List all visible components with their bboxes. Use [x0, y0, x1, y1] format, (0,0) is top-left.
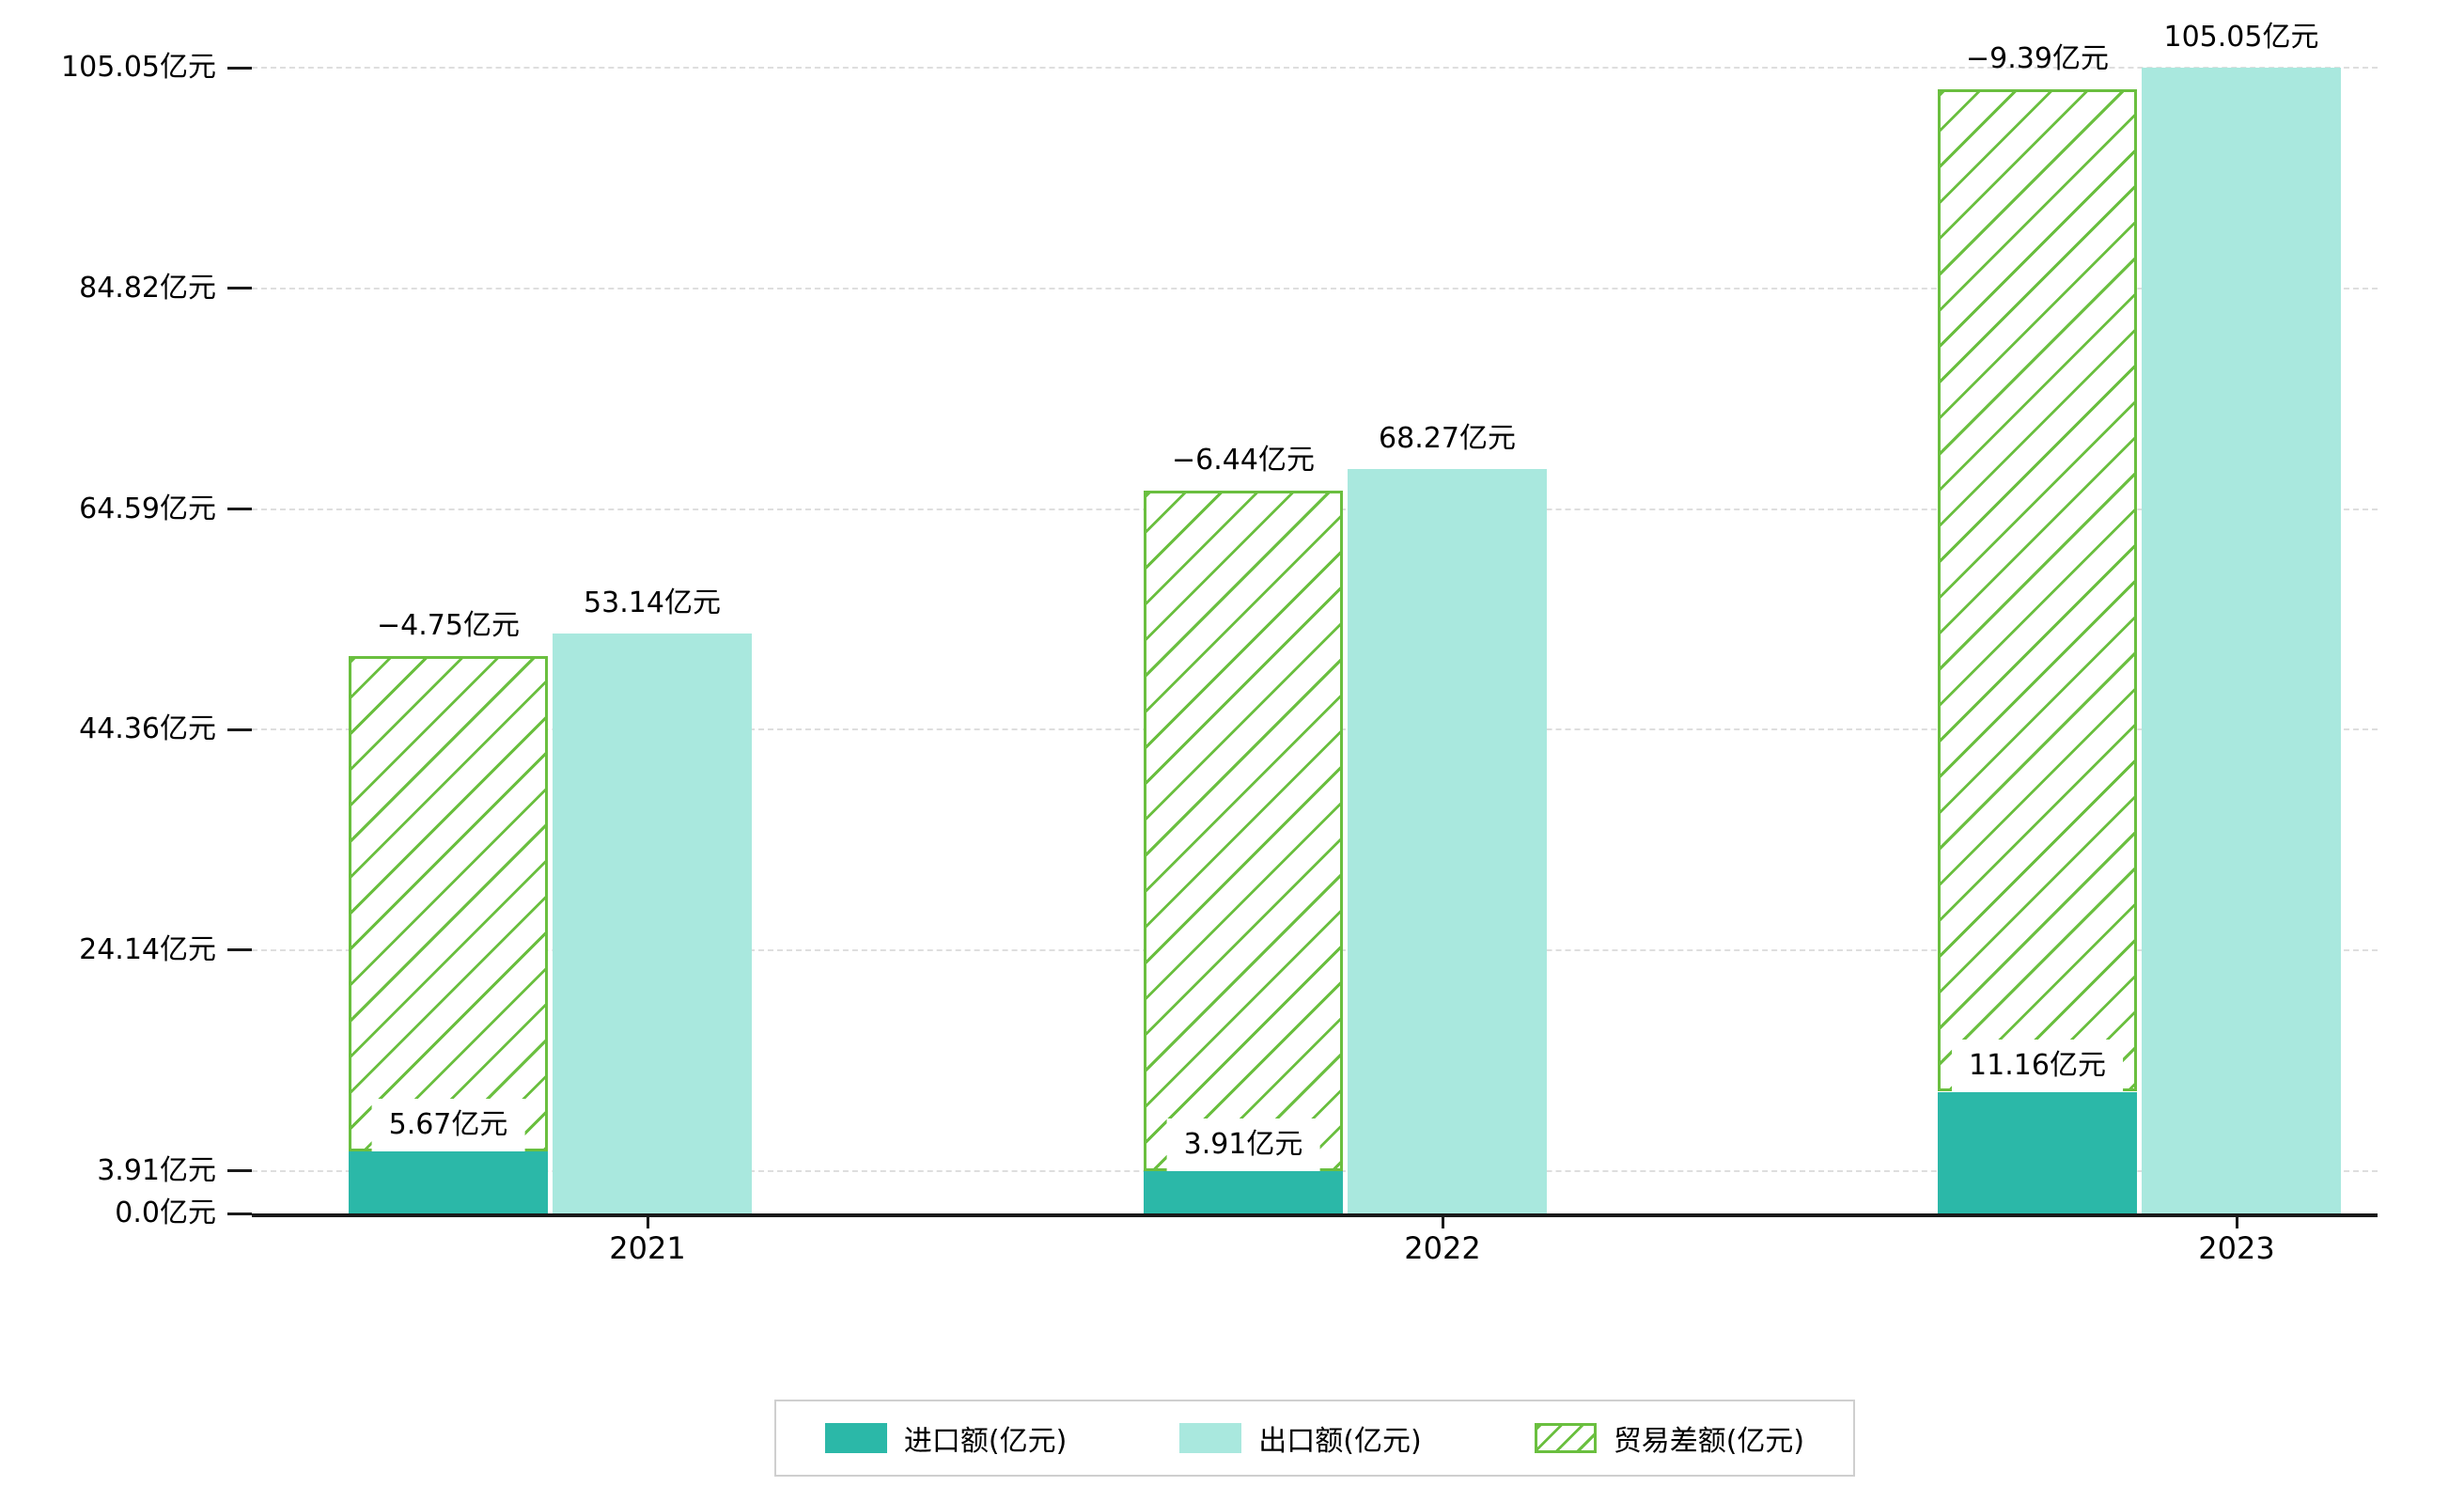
label-trade-balance-2023: −9.39亿元: [1966, 42, 2109, 76]
y-tick-label: 24.14亿元: [79, 932, 216, 966]
label-export-2023: 105.05亿元: [2163, 21, 2319, 55]
import-swatch-icon: [824, 1423, 887, 1453]
legend-item-import: 进口额(亿元): [824, 1417, 1068, 1459]
legend-label-import: 进口额(亿元): [903, 1425, 1068, 1458]
y-tick-mark: [227, 287, 252, 290]
y-tick-label: 44.36亿元: [79, 712, 216, 746]
y-tick-mark: [227, 508, 252, 511]
legend-item-export: 出口额(亿元): [1179, 1417, 1422, 1459]
bar-trade-balance-2023: [1938, 89, 2137, 1092]
y-tick-mark: [227, 728, 252, 731]
y-tick-label: 84.82亿元: [79, 271, 216, 305]
bar-export-2023: [2142, 68, 2341, 1213]
legend-item-balance: 贸易差额(亿元): [1534, 1417, 1805, 1459]
label-export-2021: 53.14亿元: [584, 587, 721, 620]
bar-trade-balance-2021: [349, 655, 548, 1152]
label-import-2022: 3.91亿元: [1166, 1118, 1320, 1171]
bar-export-2021: [553, 634, 752, 1213]
y-tick-mark: [227, 1212, 252, 1215]
x-tick-mark-2021: [647, 1217, 649, 1228]
bar-import-2022: [1144, 1170, 1343, 1213]
x-category-label-2022: 2022: [1404, 1230, 1481, 1266]
bar-import-2021: [349, 1151, 548, 1213]
y-tick-mark: [227, 1169, 252, 1173]
legend-label-export: 出口额(亿元): [1258, 1425, 1422, 1458]
label-import-2021: 5.67亿元: [371, 1099, 525, 1152]
x-category-label-2021: 2021: [609, 1230, 686, 1266]
legend: 进口额(亿元) 出口额(亿元) 贸易差额(亿元): [773, 1400, 1856, 1477]
legend-label-balance: 贸易差额(亿元): [1613, 1425, 1805, 1458]
x-tick-mark-2022: [1442, 1217, 1444, 1228]
label-export-2022: 68.27亿元: [1379, 421, 1516, 455]
export-swatch-icon: [1179, 1423, 1242, 1453]
y-tick-label: 0.0亿元: [115, 1197, 216, 1229]
legend-container: 进口额(亿元) 出口额(亿元) 贸易差额(亿元): [252, 1400, 2378, 1477]
y-tick-label: 105.05亿元: [61, 51, 216, 85]
x-tick-mark-2023: [2236, 1217, 2238, 1228]
x-category-label-2023: 2023: [2198, 1230, 2275, 1266]
grid-line: [252, 67, 2378, 70]
trade-balance-swatch-icon: [1534, 1423, 1597, 1453]
label-trade-balance-2021: −4.75亿元: [377, 608, 520, 642]
grid-line: [252, 287, 2378, 289]
bar-trade-balance-2022: [1144, 491, 1343, 1171]
y-tick-mark: [227, 66, 252, 70]
y-tick-mark: [227, 948, 252, 952]
x-axis-line: [252, 1213, 2378, 1217]
y-tick-label: 3.91亿元: [97, 1153, 216, 1187]
bar-export-2022: [1348, 468, 1547, 1213]
label-trade-balance-2022: −6.44亿元: [1172, 444, 1315, 477]
bar-import-2023: [1938, 1091, 2137, 1213]
y-tick-label: 64.59亿元: [79, 492, 216, 525]
label-import-2023: 11.16亿元: [1952, 1039, 2123, 1092]
